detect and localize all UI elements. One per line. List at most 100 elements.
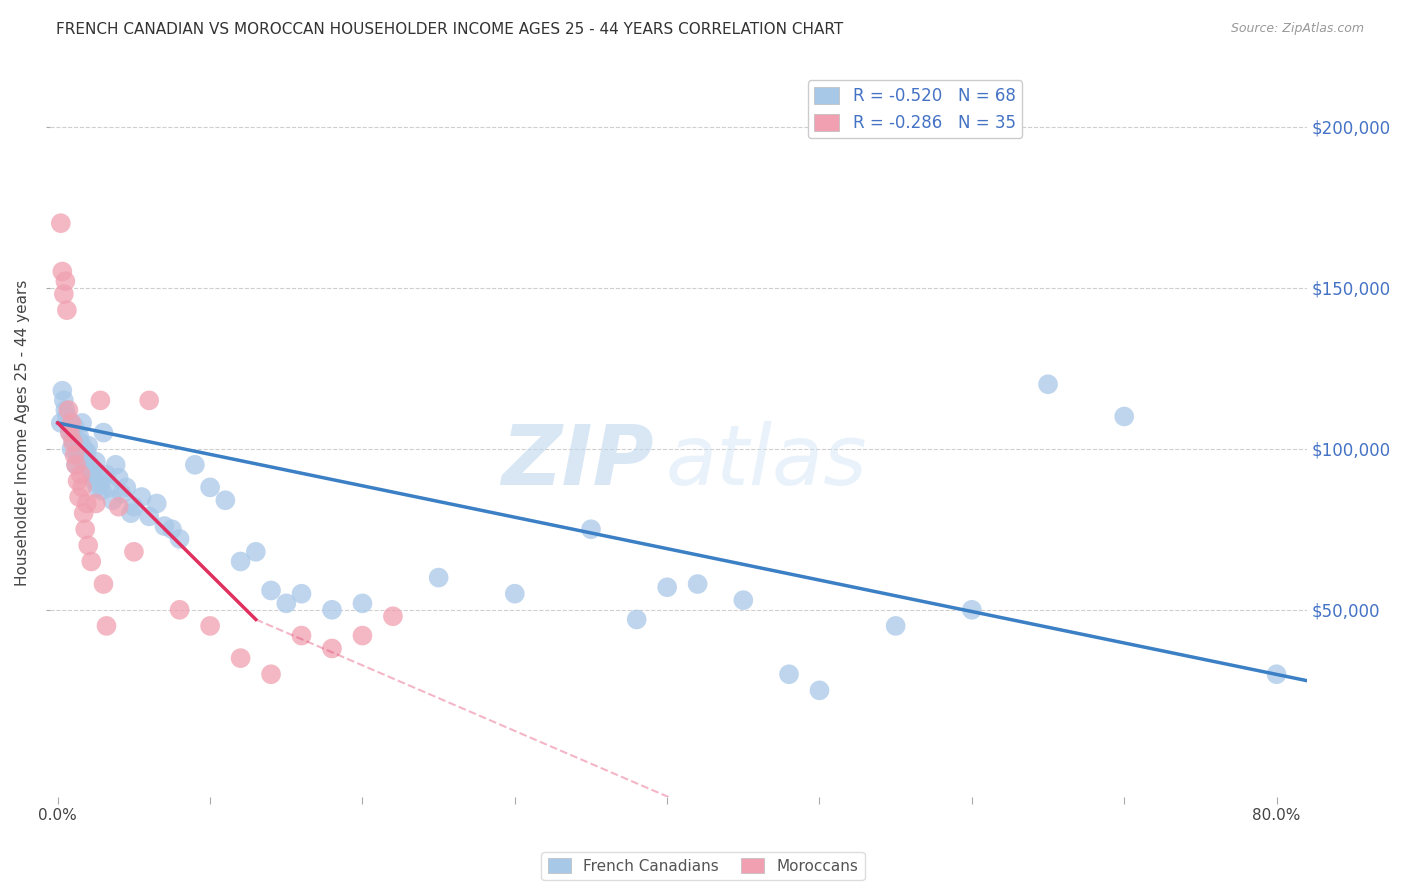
Point [93,577,115,591]
Point [51,384,73,398]
Point [52,393,75,408]
Legend: French Canadians, Moroccans: French Canadians, Moroccans [541,852,865,880]
Point [381,609,404,624]
Point [72,506,94,520]
Point [63,419,86,434]
Point [58,403,80,417]
Point [53,403,76,417]
Point [76,496,98,510]
Point [169,603,191,617]
Point [75,454,97,468]
Point [60,416,83,430]
Point [53,274,76,288]
Point [82,467,104,482]
Point [62,435,84,450]
Point [93,425,115,440]
Point [184,458,207,472]
Point [352,629,374,643]
Point [107,471,129,485]
Point [49,416,72,430]
Point [276,596,298,610]
Point [778,667,800,681]
Point [51,264,73,278]
Point [77,438,100,452]
Point [290,629,312,643]
Point [245,545,267,559]
Legend: R = -0.520   N = 68, R = -0.286   N = 35: R = -0.520 N = 68, R = -0.286 N = 35 [807,80,1022,138]
Point [808,683,831,698]
Point [62,432,84,446]
Text: FRENCH CANADIAN VS MOROCCAN HOUSEHOLDER INCOME AGES 25 - 44 YEARS CORRELATION CH: FRENCH CANADIAN VS MOROCCAN HOUSEHOLDER … [56,22,844,37]
Point [104,458,127,472]
Point [352,596,374,610]
Point [229,651,252,665]
Point [67,490,90,504]
Text: Source: ZipAtlas.com: Source: ZipAtlas.com [1230,22,1364,36]
Point [49,216,72,230]
Point [65,458,87,472]
Point [76,445,98,459]
Point [96,619,118,633]
Point [260,583,283,598]
Point [657,580,679,594]
Point [198,480,221,494]
Point [80,554,103,568]
Point [58,416,80,430]
Point [79,458,101,472]
Point [1036,377,1059,392]
Text: ZIP: ZIP [501,421,654,502]
Point [60,442,83,456]
Point [80,464,103,478]
Point [52,287,75,301]
Point [122,545,145,559]
Point [115,480,138,494]
Point [427,571,450,585]
Point [260,667,283,681]
Point [84,496,107,510]
Point [120,506,142,520]
Point [56,409,79,424]
Point [84,454,107,468]
Point [169,532,191,546]
Point [101,493,124,508]
Point [65,458,87,472]
Point [138,393,160,408]
Point [67,429,90,443]
Point [107,500,129,514]
Point [69,435,91,450]
Point [111,487,134,501]
Point [131,490,153,504]
Y-axis label: Householder Income Ages 25 - 44 years: Householder Income Ages 25 - 44 years [15,279,30,586]
Point [77,538,100,552]
Point [290,587,312,601]
Point [1265,667,1288,681]
Point [503,587,526,601]
Point [72,442,94,456]
Point [96,467,118,482]
Point [160,522,183,536]
Point [733,593,755,607]
Point [146,496,169,510]
Point [63,448,86,462]
Point [66,474,89,488]
Point [138,509,160,524]
Point [86,480,108,494]
Point [153,519,176,533]
Point [83,474,105,488]
Point [91,483,114,498]
Point [884,619,907,633]
Point [214,493,236,508]
Point [89,393,111,408]
Point [70,480,93,494]
Point [59,425,82,440]
Point [960,603,983,617]
Point [626,612,648,626]
Point [579,522,602,536]
Point [686,577,709,591]
Point [122,500,145,514]
Point [321,603,343,617]
Point [321,641,343,656]
Point [75,522,97,536]
Point [70,416,93,430]
Point [59,425,82,440]
